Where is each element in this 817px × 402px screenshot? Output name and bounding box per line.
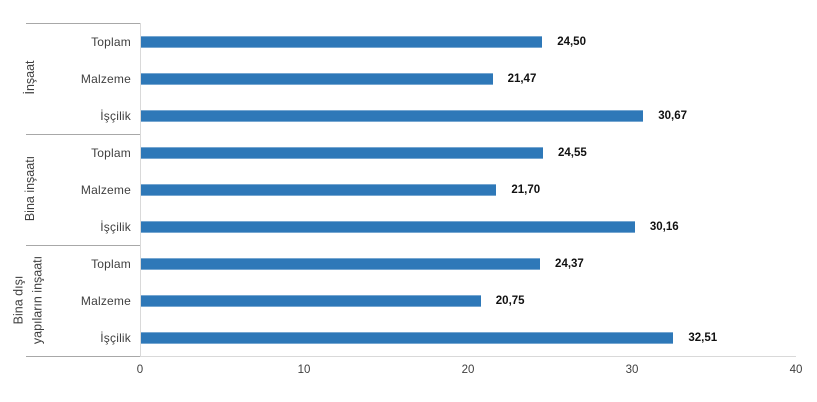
bar-track: 21,47	[141, 60, 796, 97]
category-label: Toplam	[91, 256, 131, 271]
category-label: Malzeme	[80, 71, 131, 86]
bar-row: İşçilik 30,16	[0, 208, 796, 245]
x-axis-tick-label: 30	[625, 364, 639, 376]
x-axis-line	[140, 356, 796, 357]
value-label: 21,70	[511, 183, 541, 196]
group-separator-line	[26, 23, 140, 24]
bar-row: Toplam 24,55	[0, 134, 796, 171]
bar	[141, 35, 543, 48]
bar-track: 24,50	[141, 23, 796, 60]
bar-row: Malzeme 21,47	[0, 60, 796, 97]
bar-row: İşçilik 30,67	[0, 97, 796, 134]
bar	[141, 109, 644, 122]
bar-track: 32,51	[141, 319, 796, 356]
value-label: 24,55	[558, 146, 587, 159]
bar-track: 30,16	[141, 208, 796, 245]
group-separator-line	[26, 134, 140, 135]
bar	[141, 294, 481, 307]
x-axis-tick-label: 40	[789, 364, 803, 376]
value-label: 30,16	[649, 220, 679, 233]
category-label: İşçilik	[100, 219, 131, 234]
category-label: Malzeme	[80, 293, 131, 308]
bar	[141, 220, 635, 233]
category-label: Toplam	[91, 145, 131, 160]
category-label: Toplam	[91, 34, 131, 49]
value-label: 21,47	[507, 72, 537, 85]
bar-track: 30,67	[141, 97, 796, 134]
x-axis-tick-label: 10	[297, 364, 311, 376]
value-label: 30,67	[658, 109, 687, 122]
value-label: 24,37	[555, 257, 584, 270]
category-label: Malzeme	[80, 182, 131, 197]
value-label: 20,75	[495, 294, 525, 307]
bar-row: Malzeme 21,70	[0, 171, 796, 208]
value-label: 24,50	[557, 35, 586, 48]
group-separator-line	[26, 356, 140, 357]
category-label: İşçilik	[100, 330, 131, 345]
bar	[141, 183, 497, 196]
bar-track: 21,70	[141, 171, 796, 208]
group-label: İnşaat	[23, 60, 37, 95]
category-axis-line	[140, 23, 141, 356]
group-label: Bina inşaatı	[23, 155, 37, 222]
bar-track: 24,55	[141, 134, 796, 171]
bar	[141, 257, 541, 270]
bar	[141, 331, 674, 344]
bar	[141, 146, 543, 159]
bar-row: Toplam 24,37	[0, 245, 796, 282]
x-axis-tick-label: 20	[461, 364, 475, 376]
plot-area: Toplam 24,50 Malzeme 21,47 İşçilik 30,67…	[0, 23, 796, 356]
category-label: İşçilik	[100, 108, 131, 123]
bar-track: 20,75	[141, 282, 796, 319]
bar-track: 24,37	[141, 245, 796, 282]
bar-row: İşçilik 32,51	[0, 319, 796, 356]
value-label: 32,51	[688, 331, 718, 344]
x-axis-tick-label: 0	[136, 364, 144, 376]
group-label: Bina dışı yapıların inşaatı	[11, 255, 45, 345]
x-axis: 0 10 20 30 40	[136, 364, 803, 380]
group-separator-line	[26, 245, 140, 246]
bar-row: Toplam 24,50	[0, 23, 796, 60]
bar-row: Malzeme 20,75	[0, 282, 796, 319]
bar	[141, 72, 493, 85]
